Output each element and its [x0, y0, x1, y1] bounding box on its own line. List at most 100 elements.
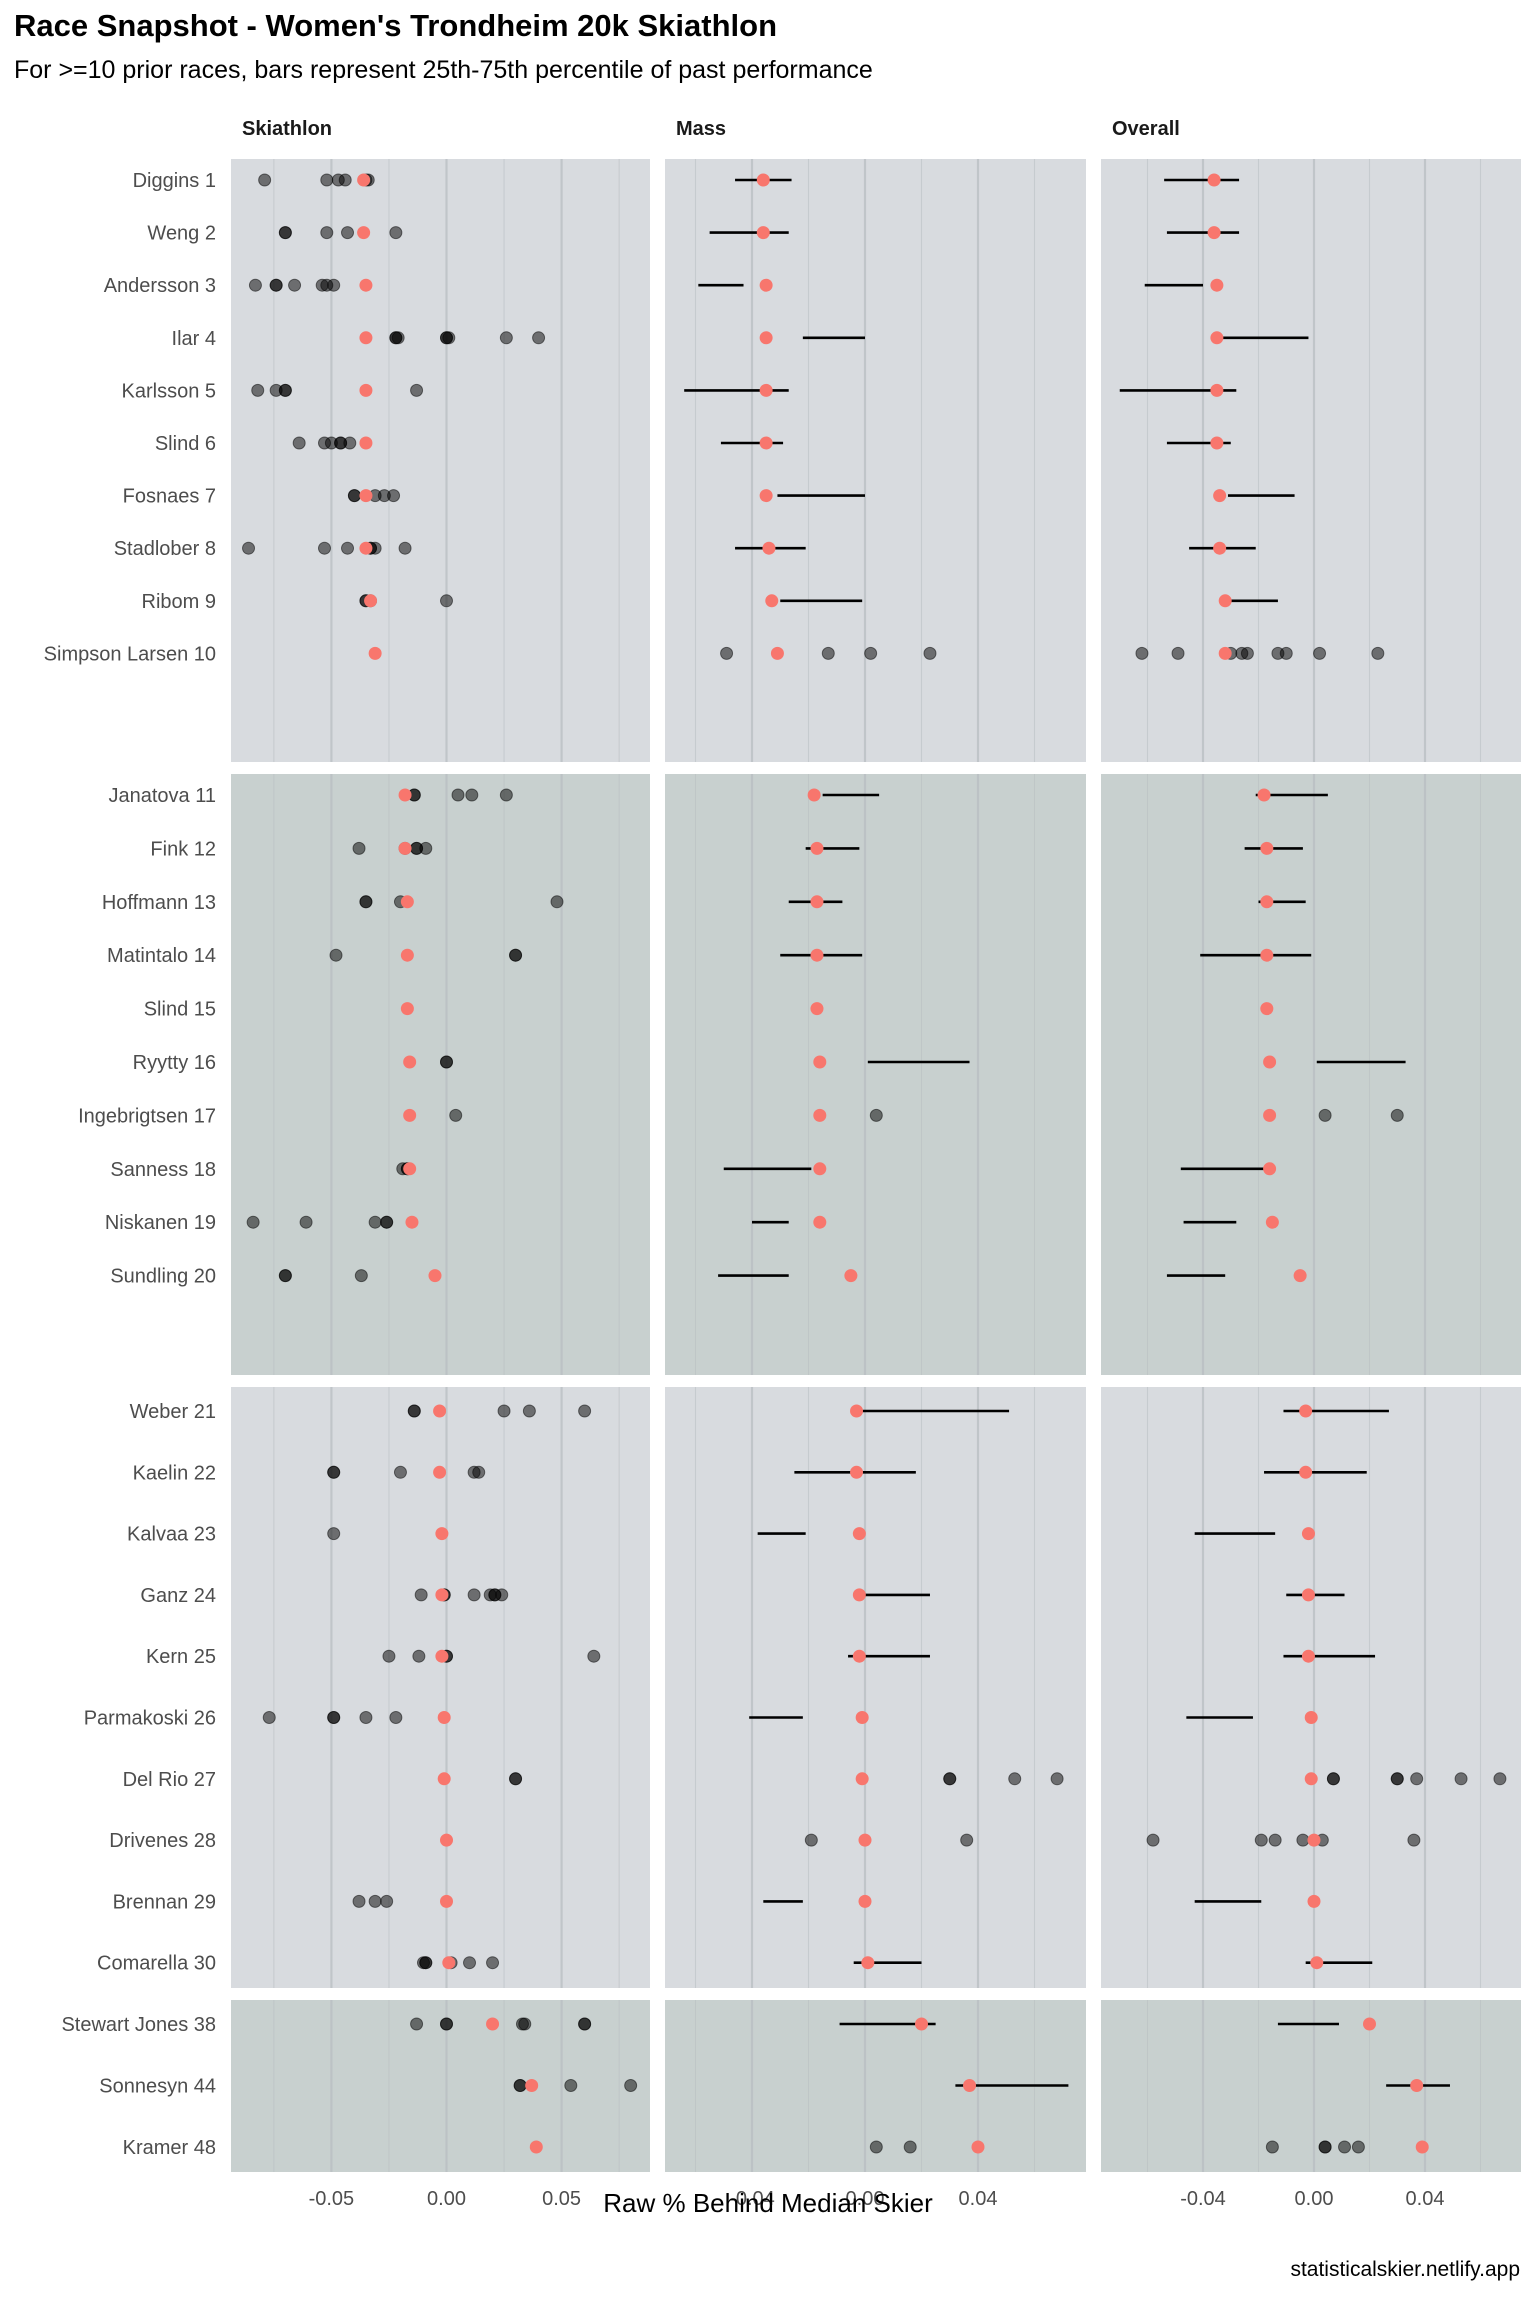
current-race-point: [770, 646, 784, 660]
past-race-point: [343, 436, 357, 450]
chart-title: Race Snapshot - Women's Trondheim 20k Sk…: [14, 8, 778, 43]
current-race-point: [759, 383, 773, 397]
past-race-point: [292, 436, 306, 450]
past-race-point: [354, 1269, 368, 1283]
past-race-point: [410, 2017, 424, 2031]
athlete-label: Sundling 20: [110, 1266, 216, 1288]
past-race-point: [262, 1711, 276, 1724]
athlete-label: Matintalo 14: [107, 945, 216, 967]
past-race-point: [499, 331, 513, 345]
past-race-point: [359, 1711, 373, 1724]
x-tick-label: 0.00: [846, 2188, 885, 2210]
current-race-point: [1218, 594, 1232, 608]
past-race-point: [509, 948, 523, 962]
current-race-point: [437, 1772, 451, 1786]
current-race-point: [428, 1269, 442, 1283]
current-race-point: [1363, 2017, 1376, 2031]
past-race-point: [578, 2017, 592, 2031]
current-race-point: [1299, 1404, 1313, 1418]
past-race-point: [587, 1649, 601, 1663]
current-race-point: [852, 1588, 866, 1602]
current-race-point: [810, 841, 824, 855]
x-tick-label: 0.04: [1406, 2188, 1445, 2210]
current-race-point: [1210, 331, 1224, 345]
current-race-point: [1218, 646, 1232, 660]
athlete-label: Simpson Larsen 10: [44, 643, 216, 665]
past-race-point: [449, 1108, 463, 1122]
past-race-point: [550, 895, 564, 909]
past-race-point: [407, 1404, 421, 1418]
past-race-point: [1410, 1772, 1424, 1786]
current-race-point: [525, 2079, 539, 2092]
past-race-point: [943, 1772, 957, 1786]
current-race-point: [1299, 1465, 1313, 1479]
current-race-point: [1415, 2140, 1429, 2154]
current-race-point: [1260, 841, 1274, 855]
past-race-point: [1296, 1833, 1310, 1847]
past-race-point: [864, 646, 878, 660]
current-race-point: [1310, 1956, 1324, 1970]
past-race-point: [327, 1711, 341, 1724]
past-race-point: [1146, 1833, 1160, 1847]
current-race-point: [400, 948, 414, 962]
athlete-label: Ryytty 16: [133, 1052, 216, 1074]
current-race-point: [765, 594, 779, 608]
x-tick-label: -0.04: [1180, 2188, 1226, 2210]
past-race-point: [1407, 1833, 1421, 1847]
past-race-point: [1318, 1108, 1332, 1122]
athlete-label: Parmakoski 26: [84, 1708, 216, 1730]
past-race-point: [341, 541, 355, 555]
current-race-point: [359, 541, 373, 555]
current-race-point: [756, 173, 770, 187]
current-race-point: [1210, 278, 1224, 292]
x-tick-label: 0.05: [542, 2188, 581, 2210]
current-race-point: [359, 489, 373, 503]
current-race-point: [759, 436, 773, 450]
current-race-point: [1257, 788, 1271, 802]
past-race-point: [578, 1404, 592, 1418]
athlete-label: Comarella 30: [97, 1953, 216, 1975]
athlete-label: Slind 15: [144, 999, 216, 1021]
current-race-point: [400, 1002, 414, 1016]
facet-label-skiathlon: Skiathlon: [242, 118, 332, 140]
athlete-label: Kalvaa 23: [127, 1524, 216, 1546]
current-race-point: [435, 1527, 449, 1541]
current-race-point: [440, 1894, 453, 1908]
past-race-point: [347, 489, 361, 503]
past-race-point: [495, 1588, 509, 1602]
athlete-label: Weng 2: [147, 223, 216, 245]
current-race-point: [357, 173, 371, 187]
athlete-label: Stadlober 8: [114, 538, 216, 560]
current-race-point: [435, 1649, 449, 1663]
past-race-point: [1318, 2140, 1332, 2154]
current-race-point: [403, 1162, 417, 1176]
athlete-label: Sonnesyn 44: [99, 2076, 216, 2098]
current-race-point: [813, 1108, 827, 1122]
past-race-point: [327, 278, 341, 292]
past-race-point: [509, 1772, 523, 1786]
current-race-point: [852, 1649, 866, 1663]
current-race-point: [807, 788, 821, 802]
athlete-label: Sanness 18: [110, 1159, 216, 1181]
past-race-point: [320, 173, 334, 187]
past-race-point: [352, 841, 366, 855]
current-race-point: [852, 1527, 866, 1541]
past-race-point: [804, 1833, 818, 1847]
past-race-point: [1050, 1772, 1064, 1786]
athlete-label: Del Rio 27: [123, 1769, 216, 1791]
past-race-point: [419, 1956, 433, 1970]
current-race-point: [759, 278, 773, 292]
past-race-point: [278, 383, 292, 397]
current-race-point: [1410, 2079, 1424, 2092]
past-race-point: [251, 383, 265, 397]
current-race-point: [756, 226, 770, 240]
current-race-point: [1260, 1002, 1274, 1016]
current-race-point: [433, 1465, 447, 1479]
past-race-point: [1351, 2140, 1365, 2154]
past-race-point: [442, 331, 456, 345]
past-race-point: [486, 1956, 500, 1970]
past-race-point: [359, 895, 373, 909]
current-race-point: [442, 1956, 456, 1970]
past-race-point: [327, 1465, 341, 1479]
past-race-point: [1371, 646, 1385, 660]
